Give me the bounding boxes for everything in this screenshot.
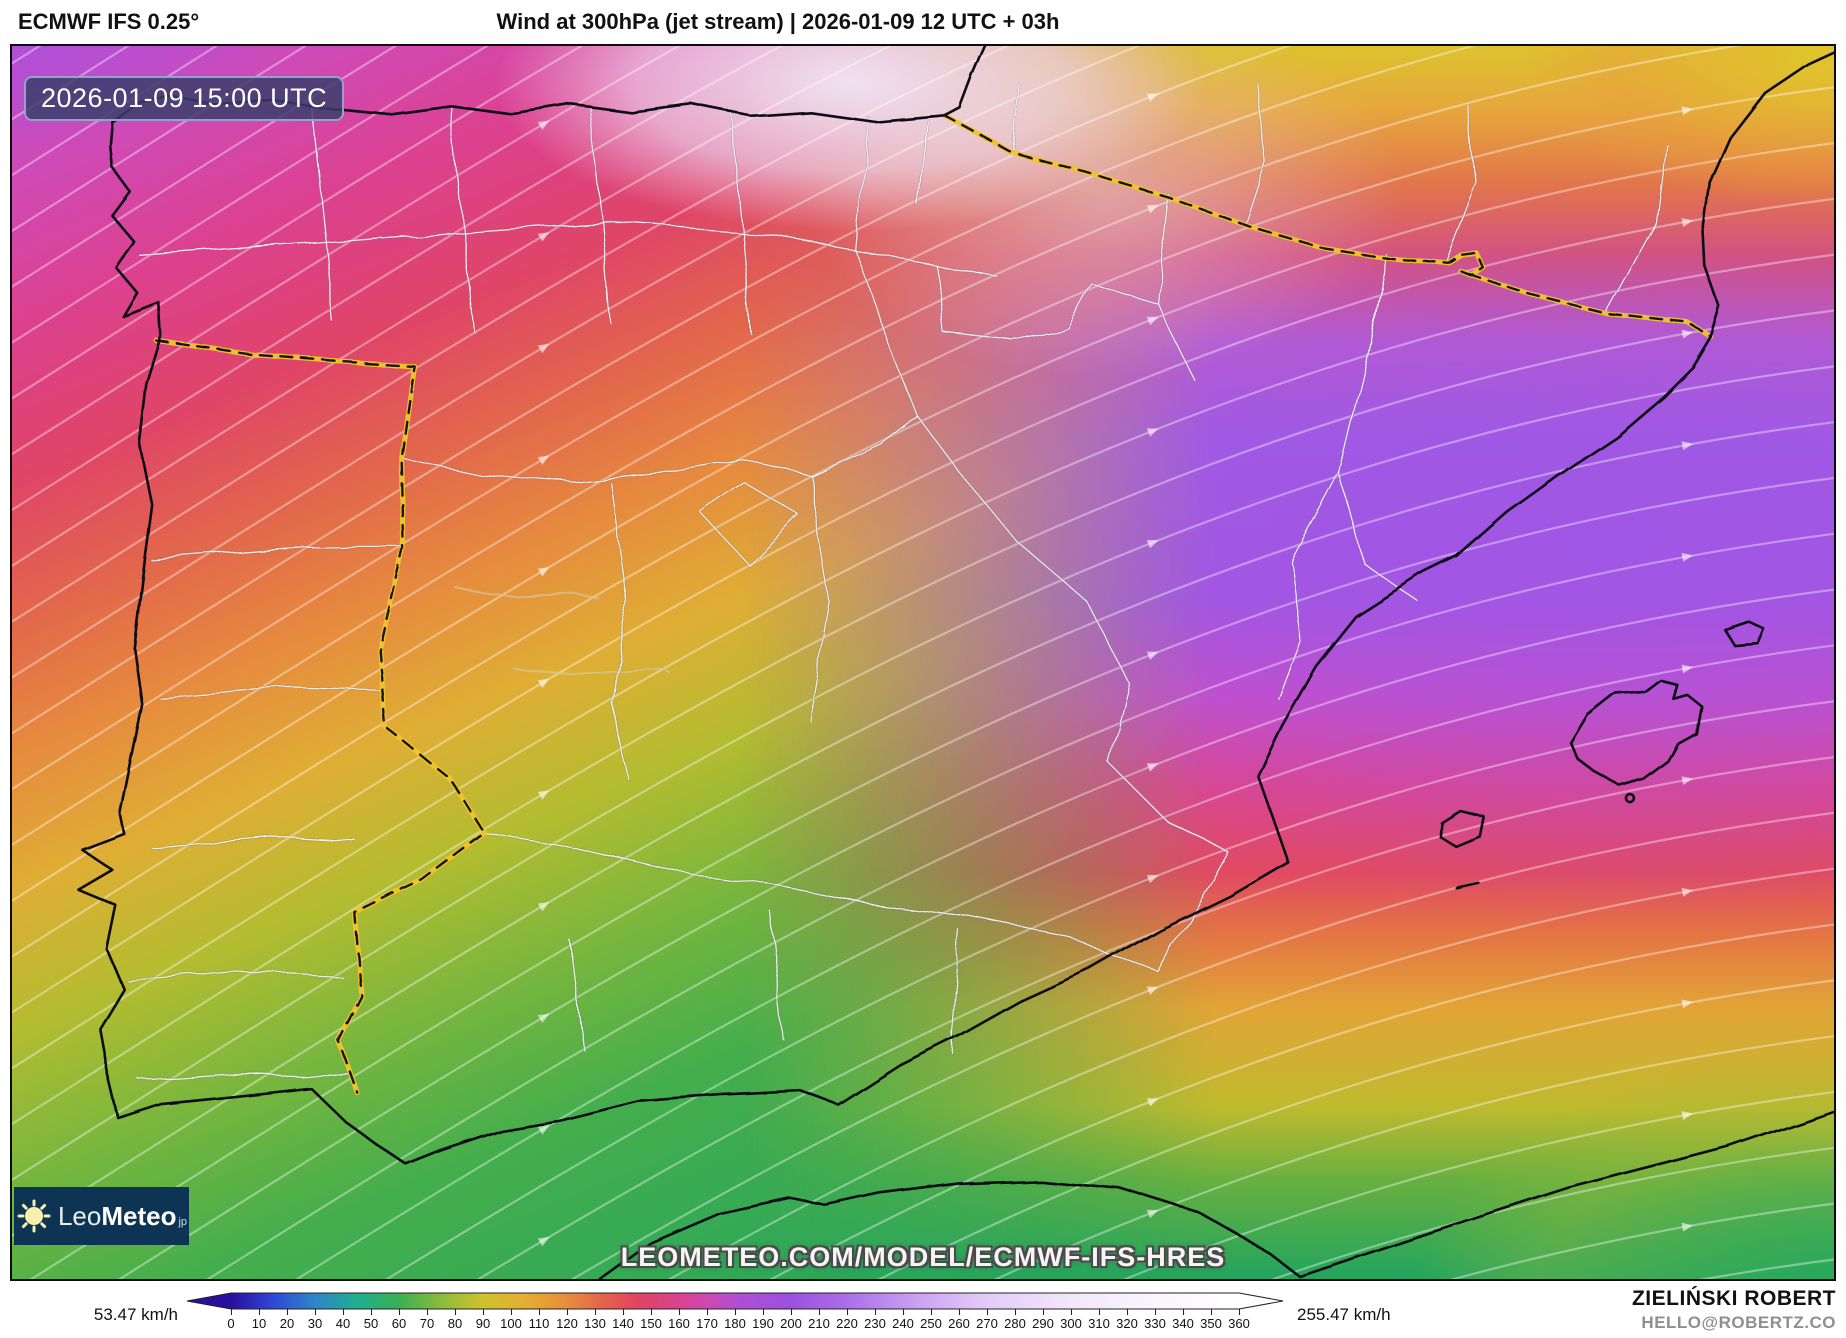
colorbar-tick-mark — [1099, 1309, 1100, 1315]
national-borders — [157, 116, 1712, 1092]
colorbar-tick-mark — [987, 1309, 988, 1315]
colorbar-tick-mark — [511, 1309, 512, 1315]
colorbar-tick-label: 80 — [447, 1316, 463, 1331]
colorbar-tick-label: 140 — [612, 1316, 634, 1331]
colorbar-tick-label: 20 — [279, 1316, 295, 1331]
colorbar-tick-mark — [1127, 1309, 1128, 1315]
map-canvas: 2026-01-09 15:00 UTC Leo Meteo jp LEOMETEO… — [10, 44, 1836, 1281]
coastline — [76, 46, 1834, 1279]
colorbar-tick-mark — [567, 1309, 568, 1315]
colorbar-tick-label: 240 — [892, 1316, 914, 1331]
logo-text-light: Leo — [57, 1200, 102, 1231]
colorbar-tick-label: 0 — [227, 1316, 235, 1331]
colorbar-tick-mark — [287, 1309, 288, 1315]
colorbar-tick-mark — [1043, 1309, 1044, 1315]
sun-icon — [17, 1199, 51, 1233]
colorbar-tick-mark — [959, 1309, 960, 1315]
credit-author: ZIELIŃSKI ROBERT — [1631, 1287, 1836, 1310]
colorbar-tick-label: 40 — [335, 1316, 351, 1331]
leometeo-logo: Leo Meteo jp — [14, 1187, 189, 1245]
colorbar-tick-label: 330 — [1144, 1316, 1166, 1331]
timestamp-badge: 2026-01-09 15:00 UTC — [24, 76, 345, 121]
colorbar-min-label: 53.47 km/h — [93, 1305, 178, 1324]
colorbar-tick-mark — [1155, 1309, 1156, 1315]
colorbar-tick-label: 280 — [1004, 1316, 1026, 1331]
watermark-url: LEOMETEO.COM/MODEL/ECMWF-IFS-HRES — [620, 1242, 1226, 1272]
colorbar-tick-mark — [847, 1309, 848, 1315]
colorbar-tick-label: 260 — [948, 1316, 970, 1331]
model-label: ECMWF IFS 0.25° — [18, 9, 200, 34]
colorbar-tick-label: 160 — [668, 1316, 690, 1331]
colorbar-tick-mark — [483, 1309, 484, 1315]
colorbar-tick-label: 30 — [307, 1316, 323, 1331]
colorbar-tick-mark — [539, 1309, 540, 1315]
province-borders — [126, 82, 1668, 1082]
colorbar-tick-label: 10 — [251, 1316, 267, 1331]
colorbar-tick-mark — [679, 1309, 680, 1315]
colorbar-tick-mark — [231, 1309, 232, 1315]
colorbar-tick-label: 130 — [584, 1316, 606, 1331]
colorbar-tick-mark — [371, 1309, 372, 1315]
credit-email: HELLO@ROBERTZ.CO — [1641, 1313, 1836, 1332]
colorbar-tick-mark — [931, 1309, 932, 1315]
colorbar-tick-label: 340 — [1172, 1316, 1194, 1331]
colorbar-tick-mark — [791, 1309, 792, 1315]
colorbar-tick-label: 120 — [556, 1316, 578, 1331]
colorbar-tick-mark — [763, 1309, 764, 1315]
logo-text-suffix: jp — [178, 1215, 188, 1228]
colorbar-tick-label: 230 — [864, 1316, 886, 1331]
colorbar-tick-label: 310 — [1088, 1316, 1110, 1331]
colorbar-tick-mark — [1239, 1309, 1240, 1315]
page-title: Wind at 300hPa (jet stream) | 2026-01-09… — [496, 9, 1060, 34]
colorbar-tick-label: 60 — [391, 1316, 407, 1331]
colorbar — [186, 1292, 1284, 1310]
colorbar-tick-mark — [735, 1309, 736, 1315]
logo-text-bold: Meteo — [101, 1200, 177, 1231]
colorbar-tick-mark — [1183, 1309, 1184, 1315]
colorbar-tick-label: 170 — [696, 1316, 718, 1331]
colorbar-tick-label: 270 — [976, 1316, 998, 1331]
colorbar-tick-label: 90 — [475, 1316, 491, 1331]
colorbar-tick-mark — [595, 1309, 596, 1315]
colorbar-tick-label: 180 — [724, 1316, 746, 1331]
river-lines — [455, 588, 672, 675]
colorbar-max-label: 255.47 km/h — [1297, 1305, 1391, 1324]
colorbar-tick-mark — [315, 1309, 316, 1315]
colorbar-tick-label: 70 — [419, 1316, 435, 1331]
colorbar-tick-mark — [623, 1309, 624, 1315]
colorbar-tick-label: 50 — [363, 1316, 379, 1331]
colorbar-tick-label: 100 — [500, 1316, 522, 1331]
colorbar-tick-mark — [455, 1309, 456, 1315]
colorbar-tick-mark — [819, 1309, 820, 1315]
colorbar-tick-mark — [399, 1309, 400, 1315]
colorbar-tick-label: 320 — [1116, 1316, 1138, 1331]
colorbar-tick-label: 110 — [528, 1316, 550, 1331]
colorbar-tick-label: 210 — [808, 1316, 830, 1331]
colorbar-tick-label: 300 — [1060, 1316, 1082, 1331]
geography-layer — [76, 46, 1834, 1279]
colorbar-tick-mark — [343, 1309, 344, 1315]
colorbar-tick-mark — [259, 1309, 260, 1315]
colorbar-tick-mark — [1211, 1309, 1212, 1315]
colorbar-tick-label: 290 — [1032, 1316, 1054, 1331]
colorbar-tick-label: 150 — [640, 1316, 662, 1331]
colorbar-tick-mark — [651, 1309, 652, 1315]
colorbar-tick-mark — [903, 1309, 904, 1315]
colorbar-tick-mark — [707, 1309, 708, 1315]
colorbar-tick-label: 360 — [1228, 1316, 1250, 1331]
colorbar-tick-mark — [427, 1309, 428, 1315]
colorbar-tick-label: 190 — [752, 1316, 774, 1331]
colorbar-tick-label: 220 — [836, 1316, 858, 1331]
colorbar-tick-label: 250 — [920, 1316, 942, 1331]
colorbar-tick-mark — [1015, 1309, 1016, 1315]
colorbar-tick-mark — [1071, 1309, 1072, 1315]
colorbar-tick-label: 200 — [780, 1316, 802, 1331]
colorbar-tick-label: 350 — [1200, 1316, 1222, 1331]
colorbar-tick-mark — [875, 1309, 876, 1315]
leometeo-wordmark: Leo Meteo jp — [58, 1201, 187, 1232]
wind-speed-field-overlays — [12, 46, 1834, 1279]
